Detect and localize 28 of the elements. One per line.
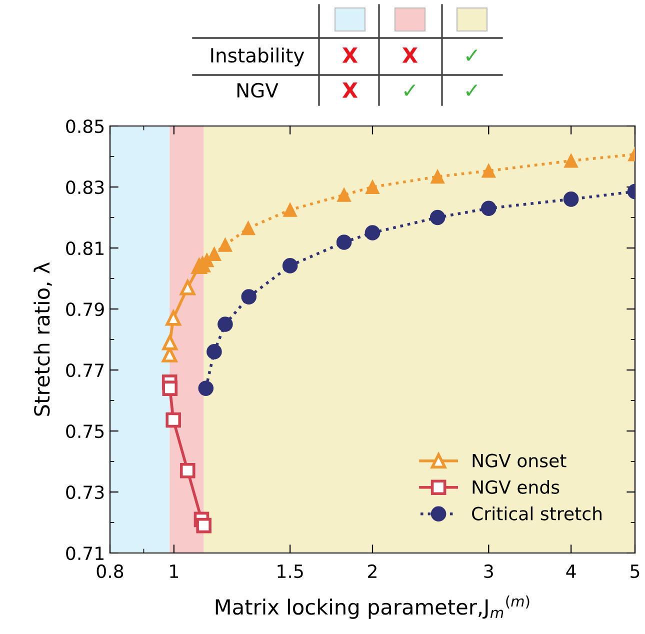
y-tick-label: 0.85 xyxy=(66,119,104,134)
y-tick-label: 0.71 xyxy=(66,546,104,560)
text: ✓ xyxy=(404,84,416,96)
x-tick-label: 3 xyxy=(484,564,493,578)
text: X xyxy=(402,48,418,63)
legend-label: Critical stretch xyxy=(472,506,602,520)
legend-label: NGV ends xyxy=(472,480,560,494)
text: Instability xyxy=(211,48,304,66)
y-tick-label: 0.77 xyxy=(66,363,104,378)
x-axis-title: Matrix locking parameter,J$_{m}$$^{(m)}$ xyxy=(216,595,530,619)
y-axis-title: Stretch ratio, λ xyxy=(34,262,52,416)
x-tick-label: 0.8 xyxy=(96,564,124,578)
y-tick-label: 0.81 xyxy=(66,241,104,256)
y-tick-label: 0.83 xyxy=(66,180,104,194)
x-tick-label: 1 xyxy=(170,564,178,578)
text: ✓ xyxy=(466,50,478,61)
text: X xyxy=(342,48,358,63)
x-tick-label: 4 xyxy=(566,564,576,578)
legend-label: NGV onset xyxy=(472,454,566,468)
y-tick-label: 0.75 xyxy=(66,424,104,438)
text: NGV xyxy=(237,82,278,98)
y-tick-label: 0.79 xyxy=(66,302,104,316)
text: X xyxy=(342,82,358,98)
x-tick-label: 2 xyxy=(368,564,376,578)
x-tick-label: 5 xyxy=(630,564,640,578)
text: ✓ xyxy=(466,84,478,96)
y-tick-label: 0.73 xyxy=(66,485,104,500)
x-tick-label: 1.5 xyxy=(278,564,303,578)
